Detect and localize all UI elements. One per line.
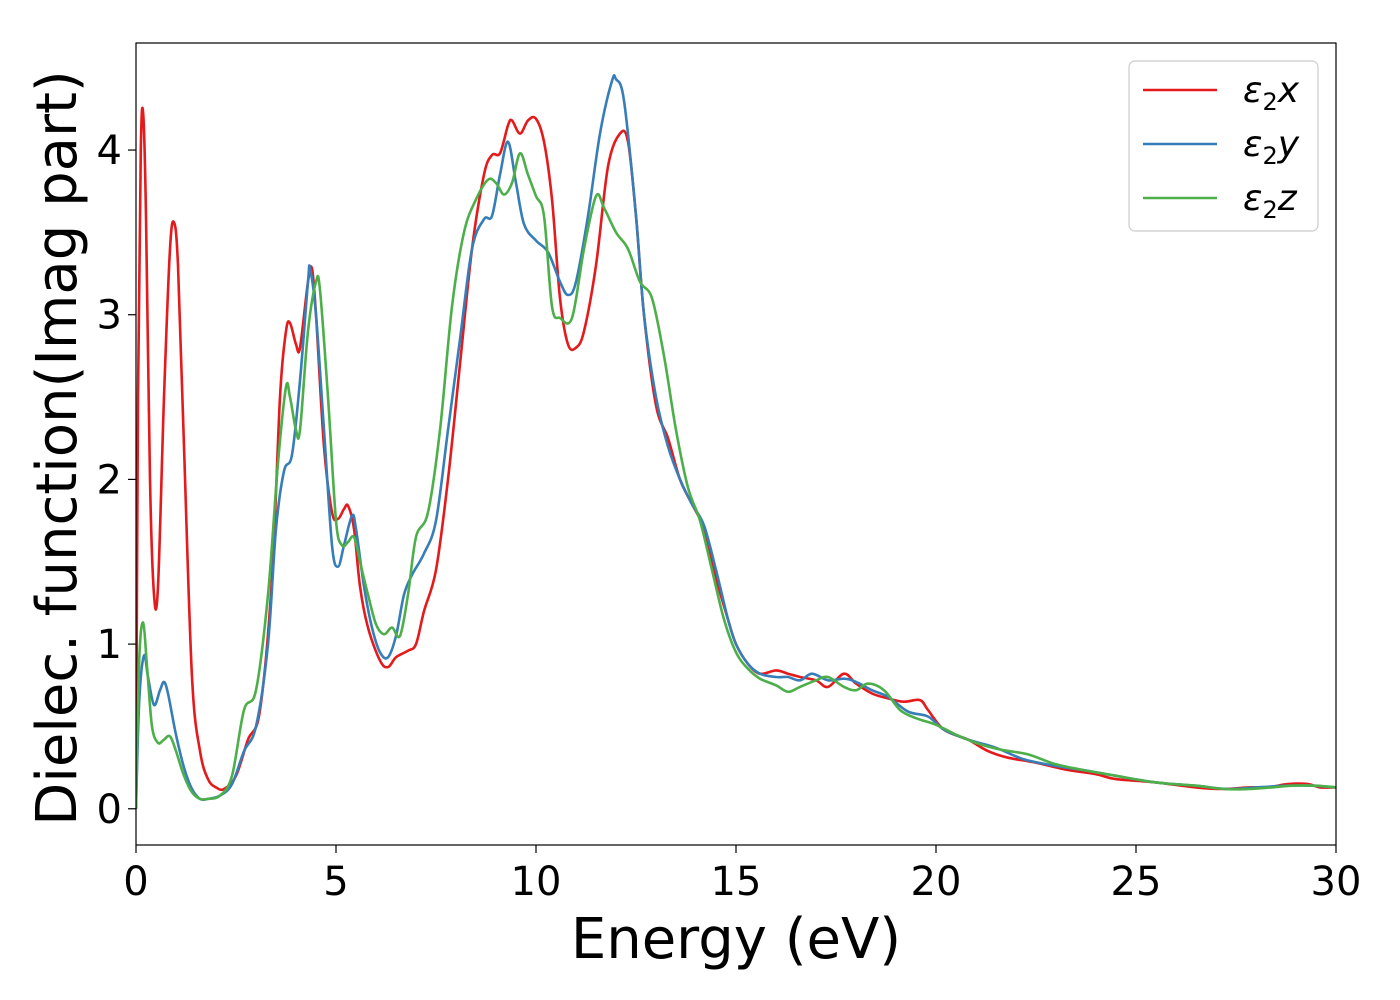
series-layer <box>136 74 1336 809</box>
x-tick-label: 25 <box>1111 859 1162 905</box>
x-tick-label: 0 <box>123 859 148 905</box>
series-line-eps2z <box>136 151 1336 809</box>
y-tick-label: 4 <box>97 128 122 174</box>
tick-layer: 0 5 10 15 20 25 30 0 1 2 3 4 <box>97 128 1362 905</box>
x-tick-label: 5 <box>323 859 348 905</box>
series-line-eps2y <box>136 74 1336 809</box>
y-axis-label: Dielec. function(Imag part) <box>25 70 90 826</box>
x-tick-label: 30 <box>1311 859 1362 905</box>
series-line-eps2x <box>136 106 1336 809</box>
legend-label-eps2y: ε2y <box>1243 124 1300 170</box>
x-tick-label: 15 <box>711 859 762 905</box>
y-tick-label: 3 <box>97 293 122 339</box>
y-tick-label: 0 <box>97 787 122 833</box>
x-axis-label: Energy (eV) <box>571 907 901 972</box>
x-tick-label: 10 <box>511 859 562 905</box>
legend-label-eps2x: ε2x <box>1243 70 1300 116</box>
y-tick-label: 2 <box>97 457 122 503</box>
x-tick-label: 20 <box>911 859 962 905</box>
legend: ε2x ε2y ε2z <box>1128 60 1319 232</box>
y-tick-label: 1 <box>97 622 122 668</box>
legend-box <box>1128 60 1319 232</box>
legend-label-eps2z: ε2z <box>1243 178 1298 224</box>
